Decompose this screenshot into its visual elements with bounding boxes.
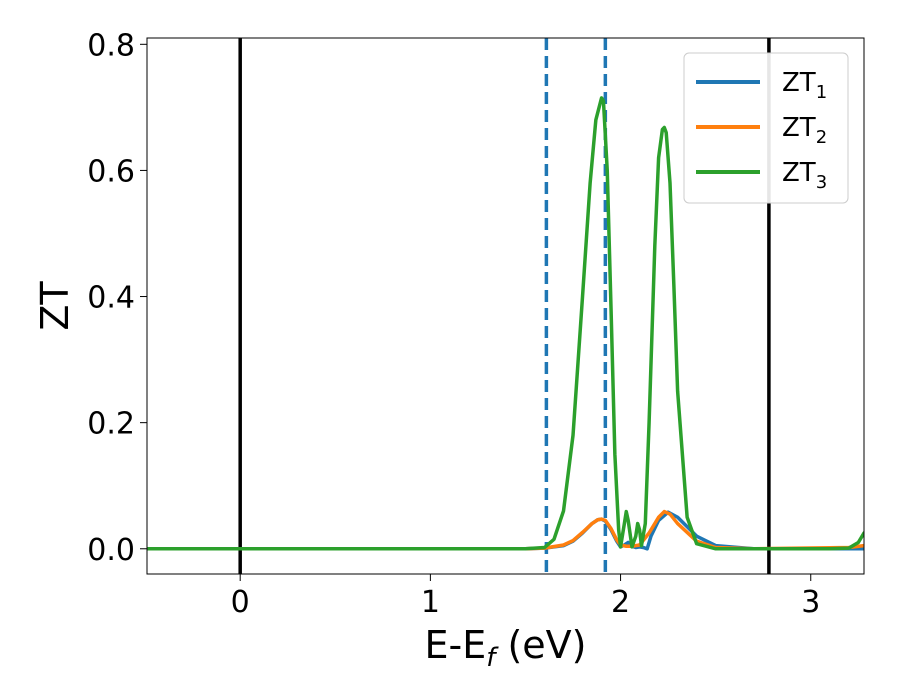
y-axis: 0.0 0.2 0.4 0.6 0.8: [87, 28, 147, 568]
legend-label-1: ZT1: [782, 68, 827, 103]
legend-label-3: ZT3: [782, 158, 827, 193]
y-tick-label: 0.2: [87, 407, 135, 442]
x-tick-label: 0: [231, 585, 250, 620]
y-tick-label: 0.6: [87, 154, 135, 189]
y-tick-label: 0.4: [87, 281, 135, 316]
x-axis: 0 1 2 3: [231, 574, 820, 620]
y-axis-label: ZT: [33, 281, 77, 331]
series-line-3: [147, 96, 864, 551]
x-tick-label: 3: [801, 585, 820, 620]
series-line-1: [147, 510, 864, 551]
legend-box: [683, 52, 849, 204]
series-line-2: [147, 509, 864, 551]
x-tick-label: 1: [421, 585, 440, 620]
x-tick-label: 2: [611, 585, 630, 620]
x-axis-label: E-Ef (eV): [425, 623, 587, 673]
plot-frame: [146, 37, 865, 575]
legend-label-2: ZT2: [782, 113, 827, 148]
y-tick-label: 0.8: [87, 28, 135, 63]
y-tick-label: 0.0: [87, 533, 135, 568]
series-group: [147, 96, 864, 551]
legend: ZT1 ZT2 ZT3: [683, 52, 849, 204]
